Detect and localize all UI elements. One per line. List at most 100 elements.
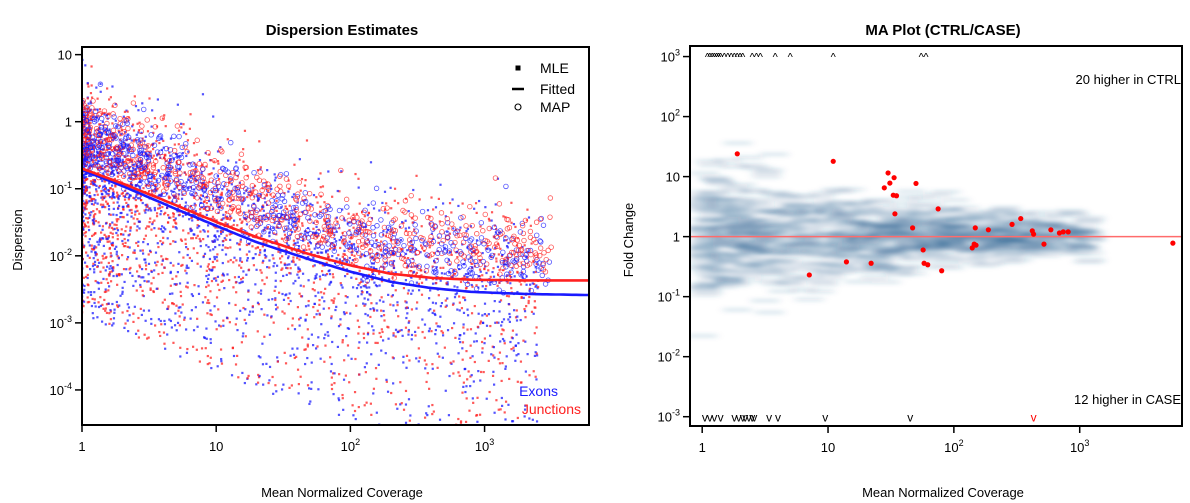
mle-point [194,209,197,213]
map-point [385,232,392,239]
map-point [423,268,430,274]
mle-point [90,244,93,247]
mle-point [185,132,188,136]
mle-point [128,209,131,212]
mle-point [108,112,111,115]
mle-point [192,345,195,348]
mle-point [162,183,165,186]
mle-point [116,229,120,232]
map-point [219,148,225,155]
mle-point [103,298,106,302]
map-point [123,117,129,123]
map-point [110,165,117,172]
mle-point [83,288,86,291]
mle-point [127,234,130,237]
mle-point [192,142,196,145]
mle-point [149,150,152,153]
mle-point [108,166,111,169]
mle-point [82,211,85,214]
mle-point [226,217,230,220]
mle-point [308,402,311,406]
mle-point [382,230,385,233]
map-point [117,120,123,127]
mle-point [400,402,403,405]
mle-point [176,184,179,187]
mle-point [177,129,181,132]
mle-point [296,201,299,204]
mle-point [414,273,418,276]
mle-point [103,290,107,294]
map-point [517,229,524,235]
map-point [499,258,505,264]
mle-point [99,82,102,86]
mle-point [86,217,90,220]
mle-point [82,209,85,212]
mle-point [140,131,143,134]
mle-point [136,217,139,221]
map-point [359,232,366,238]
mle-point [154,234,158,237]
mle-point [179,306,182,309]
mle-point [243,192,246,195]
mle-point [82,276,85,279]
mle-point [404,403,408,406]
mle-point [146,337,149,340]
mle-point [229,258,232,262]
mle-point [92,203,95,206]
mle-point [408,419,411,422]
mle-point [158,330,161,334]
mle-point [452,360,455,363]
mle-point [88,216,91,219]
map-point [331,248,338,254]
mle-point [465,286,468,289]
mle-point [366,291,369,294]
mle-point [428,246,431,249]
mle-point [237,376,240,379]
mle-point [82,184,85,187]
mle-point [379,249,383,252]
map-point [159,115,166,121]
mle-point [234,363,238,366]
mle-point [535,326,538,329]
mle-point [150,322,153,325]
mle-point [355,304,358,307]
mle-point [96,161,99,164]
mle-point [193,213,196,217]
density-streak [867,266,896,270]
mle-point [92,262,95,265]
map-point [148,132,154,138]
mle-point [495,257,498,260]
mle-point [458,301,461,304]
mle-point [240,266,243,269]
mle-point [121,286,124,289]
map-point [145,143,151,149]
mle-point [292,239,296,242]
mle-point [172,215,175,218]
mle-point [260,289,263,292]
mle-point [127,151,130,154]
mle-point [182,163,185,166]
density-streak [795,267,824,271]
mle-point [371,325,374,328]
mle-point [392,304,395,307]
map-point [310,233,316,240]
density-streak [746,260,775,264]
mle-point [445,282,448,285]
mle-point [350,236,353,239]
mle-point [516,290,519,294]
mle-point [394,271,397,274]
mle-point [133,251,136,254]
mle-point [470,312,474,315]
mle-point [451,274,454,277]
mle-point [530,242,533,245]
mle-point [361,291,364,294]
mle-point [112,207,115,210]
map-point [169,157,175,164]
mle-point [148,97,151,100]
mle-point [509,240,512,243]
mle-point [138,227,141,230]
mle-point [479,270,482,273]
density-streak [722,190,751,194]
mle-point [137,131,140,134]
mle-point [212,240,215,243]
